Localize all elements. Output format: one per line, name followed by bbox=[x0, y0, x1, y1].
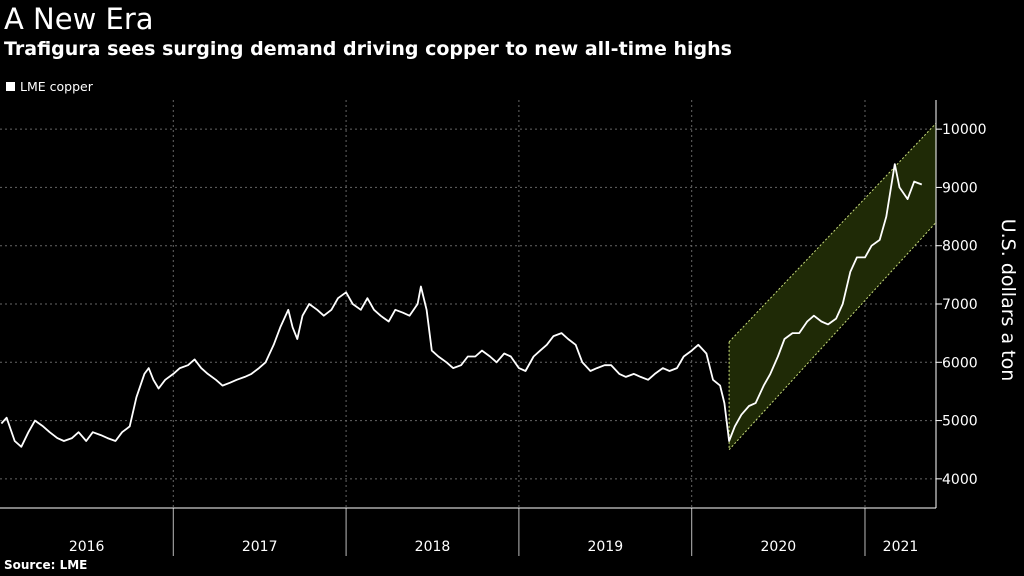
y-tick-label: 8000 bbox=[942, 239, 978, 255]
trend-channel bbox=[728, 122, 937, 451]
y-tick-label: 10000 bbox=[942, 122, 987, 138]
chart-title: A New Era bbox=[4, 2, 154, 36]
x-tick-label: 2019 bbox=[587, 539, 623, 555]
legend-swatch bbox=[6, 82, 15, 91]
y-tick-label: 5000 bbox=[942, 414, 978, 430]
y-tick-label: 7000 bbox=[942, 297, 978, 313]
legend-label: LME copper bbox=[20, 79, 93, 94]
series-line-lme-copper bbox=[0, 163, 923, 448]
axes: 4000 5000 6000 7000 8000 9000 10000 2016 2017 201… bbox=[0, 100, 1019, 556]
trend-channel-lower bbox=[728, 222, 937, 451]
x-tick-label: 2017 bbox=[242, 539, 278, 555]
source-note: Source: LME bbox=[4, 558, 88, 572]
trend-channel-band bbox=[729, 123, 936, 450]
x-tick-label: 2020 bbox=[761, 539, 797, 555]
x-tick-label: 2016 bbox=[69, 539, 105, 555]
y-tick-label: 9000 bbox=[942, 180, 978, 196]
y-tick-label: 6000 bbox=[942, 355, 978, 371]
x-tick-label: 2021 bbox=[883, 539, 919, 555]
legend: LME copper bbox=[6, 79, 93, 94]
y-tick-label: 4000 bbox=[942, 472, 978, 488]
chart-subtitle: Trafigura sees surging demand driving co… bbox=[4, 38, 732, 60]
series-layer bbox=[0, 163, 923, 448]
x-tick-label: 2018 bbox=[415, 539, 451, 555]
y-axis-label: U.S. dollars a ton bbox=[997, 219, 1019, 382]
